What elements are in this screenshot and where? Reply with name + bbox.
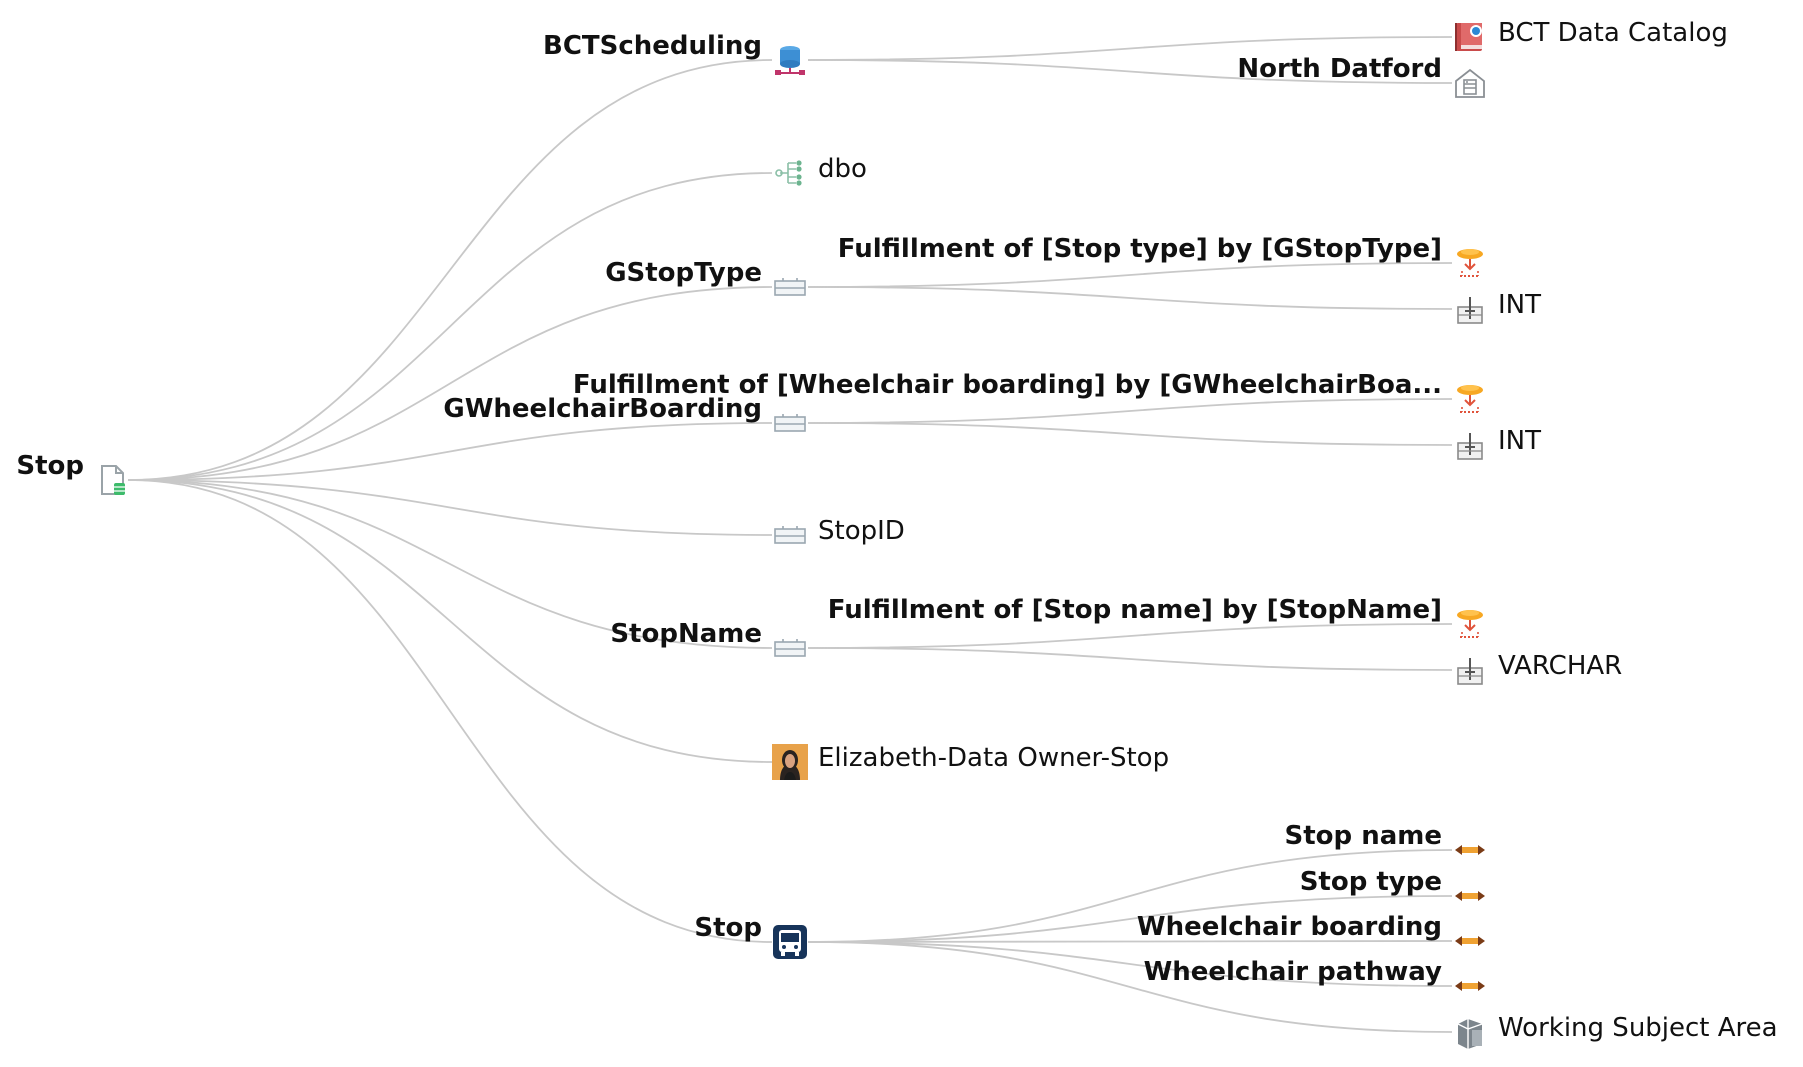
- link-stop-asset-attr-wheelchair-pathway: [807, 941, 1453, 987]
- relation-arrow-icon[interactable]: [1452, 968, 1488, 1004]
- link-stopname-varchar: [807, 647, 1453, 671]
- relation-arrow-icon[interactable]: [1452, 878, 1488, 914]
- node-label-int-1[interactable]: INT: [1498, 290, 1541, 320]
- node-label-attr-wheelchair-pathway[interactable]: Wheelchair pathway: [1143, 957, 1442, 987]
- node-label-int-2[interactable]: INT: [1498, 426, 1541, 456]
- node-label-stop-asset[interactable]: Stop: [694, 913, 762, 943]
- link-stop-asset-attr-stop-name: [807, 849, 1453, 943]
- link-gwheelchairboarding-fulfillment-wheelchair: [807, 398, 1453, 424]
- table-file-icon[interactable]: [94, 462, 130, 498]
- node-label-attr-stop-type[interactable]: Stop type: [1299, 867, 1442, 897]
- link-root-stopname: [127, 479, 773, 649]
- link-stop-asset-attr-wheelchair-boarding: [807, 940, 1453, 943]
- fulfillment-icon[interactable]: [1452, 245, 1488, 281]
- node-label-fulfillment-wheelchair[interactable]: Fulfillment of [Wheelchair boarding] by …: [572, 370, 1442, 400]
- link-gstoptype-fulfillment-stop-type: [807, 262, 1453, 288]
- link-gstoptype-int-1: [807, 286, 1453, 310]
- link-root-bctscheduling: [127, 59, 773, 481]
- schema-hierarchy-icon[interactable]: [772, 155, 808, 191]
- link-stopname-fulfillment-stop-name: [807, 623, 1453, 649]
- link-root-dbo: [127, 172, 773, 481]
- column-icon[interactable]: [772, 630, 808, 666]
- column-icon[interactable]: [772, 517, 808, 553]
- link-stop-asset-working-subject-area: [807, 941, 1453, 1033]
- link-root-stop-asset: [127, 479, 773, 943]
- node-label-bct-data-catalog[interactable]: BCT Data Catalog: [1498, 18, 1728, 48]
- link-root-stopid: [127, 479, 773, 536]
- person-avatar-icon[interactable]: [772, 744, 808, 780]
- link-root-elizabeth: [127, 479, 773, 763]
- node-label-gwheelchairboarding[interactable]: GWheelchairBoarding: [443, 394, 762, 424]
- node-label-fulfillment-stop-type[interactable]: Fulfillment of [Stop type] by [GStopType…: [837, 234, 1442, 264]
- relation-arrow-icon[interactable]: [1452, 832, 1488, 868]
- link-bctscheduling-north-datford: [807, 59, 1453, 84]
- relation-arrow-icon[interactable]: [1452, 923, 1488, 959]
- fulfillment-icon[interactable]: [1452, 606, 1488, 642]
- node-label-elizabeth[interactable]: Elizabeth-Data Owner-Stop: [818, 743, 1170, 773]
- datatype-icon[interactable]: [1452, 652, 1488, 688]
- node-label-bctscheduling[interactable]: BCTScheduling: [543, 31, 762, 61]
- node-label-varchar[interactable]: VARCHAR: [1498, 651, 1623, 681]
- link-bctscheduling-bct-data-catalog: [807, 36, 1453, 61]
- node-label-north-datford[interactable]: North Datford: [1237, 54, 1442, 84]
- link-root-gwheelchairboarding: [127, 422, 773, 481]
- datatype-icon[interactable]: [1452, 291, 1488, 327]
- node-label-dbo[interactable]: dbo: [818, 154, 867, 184]
- node-label-working-subject-area[interactable]: Working Subject Area: [1498, 1013, 1778, 1043]
- database-icon[interactable]: [772, 42, 808, 78]
- datatype-icon[interactable]: [1452, 427, 1488, 463]
- catalog-book-icon[interactable]: [1452, 19, 1488, 55]
- bus-icon[interactable]: [772, 924, 808, 960]
- node-label-attr-wheelchair-boarding[interactable]: Wheelchair boarding: [1136, 912, 1442, 942]
- column-icon[interactable]: [772, 405, 808, 441]
- node-label-stopid[interactable]: StopID: [818, 516, 905, 546]
- subject-area-icon[interactable]: [1452, 1014, 1488, 1050]
- link-gwheelchairboarding-int-2: [807, 422, 1453, 446]
- node-label-gstoptype[interactable]: GStopType: [605, 258, 762, 288]
- column-icon[interactable]: [772, 269, 808, 305]
- node-label-root[interactable]: Stop: [16, 451, 84, 481]
- link-root-gstoptype: [127, 286, 773, 481]
- fulfillment-icon[interactable]: [1452, 381, 1488, 417]
- node-label-attr-stop-name[interactable]: Stop name: [1284, 821, 1442, 851]
- link-stop-asset-attr-stop-type: [807, 895, 1453, 943]
- node-label-fulfillment-stop-name[interactable]: Fulfillment of [Stop name] by [StopName]: [827, 595, 1442, 625]
- node-label-stopname[interactable]: StopName: [610, 619, 762, 649]
- server-house-icon[interactable]: [1452, 65, 1488, 101]
